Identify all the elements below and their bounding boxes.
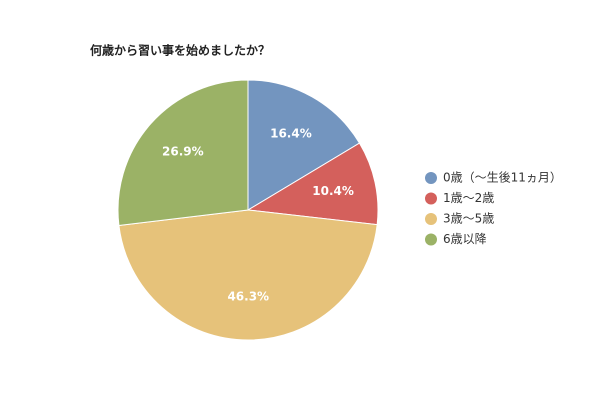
pie-slice [118, 209, 378, 341]
legend-marker [425, 172, 437, 184]
legend-label: 3歳～5歳 [443, 212, 494, 226]
data-label: 10.4% [312, 184, 354, 198]
chart-title: 何歳から習い事を始めましたか？ [90, 43, 270, 58]
data-label: 46.3% [227, 290, 269, 304]
legend-marker [425, 233, 437, 246]
pie-slice [117, 79, 249, 227]
legend-label: 0歳（～生後11ヵ月） [443, 171, 562, 185]
legend-label: 6歳以降 [443, 232, 487, 246]
data-label: 16.4% [270, 127, 312, 141]
pie-slice [246, 142, 379, 226]
legend-label: 1歳～2歳 [443, 191, 494, 205]
pie-slice [247, 79, 361, 211]
data-label: 26.9% [162, 145, 204, 159]
legend-marker [425, 213, 437, 225]
legend-marker [425, 192, 437, 205]
